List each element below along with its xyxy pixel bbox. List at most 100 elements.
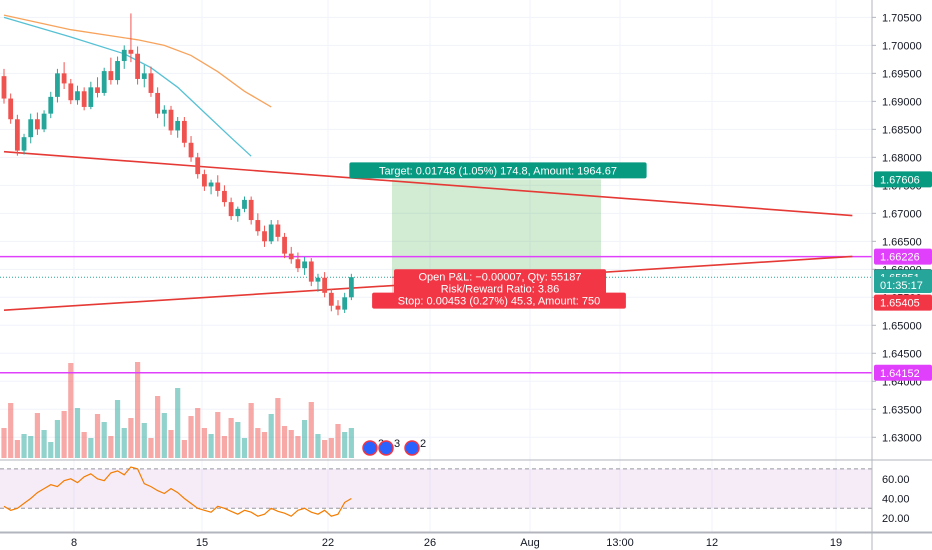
time-tick-label: 15 [196, 537, 208, 549]
candle-body [242, 199, 247, 209]
candle-body [115, 61, 120, 81]
price-tick-label: 1.68000 [882, 152, 922, 164]
candle-body [68, 83, 74, 101]
candle-body [175, 120, 181, 131]
candle-body [288, 253, 294, 260]
volume-bar [54, 420, 61, 458]
volume-bar [21, 434, 27, 458]
price-tag [874, 276, 932, 293]
volume-bar [328, 438, 334, 458]
volume-bar [181, 440, 187, 458]
event-badge-icon [378, 440, 394, 456]
volume-bar [108, 436, 114, 458]
candle-body [295, 259, 301, 269]
target-zone [392, 179, 601, 278]
volume-bar [61, 411, 67, 458]
candle-body [202, 174, 207, 187]
time-tick-label: 22 [322, 537, 334, 549]
drawing-lines[interactable] [0, 150, 872, 374]
event-badge-icon [404, 440, 420, 456]
candle-body [228, 202, 234, 217]
candle-body [41, 113, 47, 130]
volume-bar [48, 442, 54, 458]
candle-body [308, 261, 314, 282]
candle-body [322, 277, 328, 293]
volume-bar [101, 422, 107, 458]
volume-bar [135, 362, 141, 458]
volume-bar [1, 428, 7, 458]
time-tick-label: 19 [830, 537, 842, 549]
price-tick-label: 1.68500 [882, 124, 922, 136]
price-axis[interactable]: 1.70500 1.70000 1.69500 1.69000 1.68500 1.680… [871, 0, 932, 550]
volume-bar [34, 413, 40, 458]
time-tick-label: 8 [71, 537, 77, 549]
candle-body [148, 73, 154, 93]
candle-body [121, 49, 127, 62]
event-badge-count: 2 [420, 438, 426, 450]
volume-bar [74, 408, 81, 458]
time-tick-label: 26 [424, 537, 436, 549]
candle-body [141, 73, 147, 79]
candle-body [1, 76, 7, 99]
candle-body [28, 119, 34, 138]
stop-label: Stop: 0.00453 (0.27%) 45.3, Amount: 750 [372, 292, 626, 309]
volume-bar [241, 438, 248, 458]
price-tick-label: 1.66500 [882, 236, 922, 248]
candle-body [48, 96, 54, 114]
time-tick-label: 12 [706, 537, 718, 549]
volume-bar [28, 436, 34, 458]
stop-label-text: Stop: 0.00453 (0.27%) 45.3, Amount: 750 [398, 296, 600, 308]
volume-bar [302, 420, 308, 458]
pnl-text: Open P&L: −0.00007, Qty: 55187 [419, 271, 582, 283]
candle-body [282, 236, 287, 254]
volume-bar [195, 408, 201, 458]
event-badge-count: 3 [394, 438, 400, 450]
volume-bar [288, 430, 294, 458]
candle-body [188, 142, 194, 158]
candle-body [335, 305, 341, 310]
moving-averages [3, 14, 272, 157]
time-axis[interactable]: 8 15 22 26 Aug 13:00 12 19 [0, 532, 932, 549]
rsi-pane[interactable]: 60.00 40.00 20.00 [0, 459, 932, 533]
candle-body [155, 92, 161, 114]
candle-body [168, 109, 174, 131]
candle-body [108, 71, 114, 81]
volume-bar [281, 426, 288, 458]
indicator-badges[interactable]: 232 [362, 438, 426, 456]
candle-body [315, 277, 321, 282]
candle-body [302, 261, 307, 269]
price-tick-label: 1.67000 [882, 208, 922, 220]
volume-bar [88, 438, 94, 458]
candle-body [268, 224, 274, 242]
volume-bars [1, 362, 354, 458]
price-tick-label: 1.63000 [882, 432, 922, 444]
candle-body [88, 87, 94, 107]
risk-reward-text: Risk/Reward Ratio: 3.86 [441, 283, 560, 295]
time-tick-label: 13:00 [606, 537, 634, 549]
candle-body [248, 199, 254, 221]
position-tool-labels: Target: 0.01748 (1.05%) 174.8, Amount: 1… [349, 162, 647, 309]
trend-line [3, 150, 853, 217]
time-tick-label: Aug [520, 537, 540, 549]
candle-body [181, 120, 187, 143]
volume-bar [295, 436, 301, 458]
price-tag-label: 1.65405 [880, 298, 920, 310]
target-label-text: Target: 0.01748 (1.05%) 174.8, Amount: 1… [379, 165, 617, 177]
pnl-label-box [394, 269, 606, 297]
target-label-box [349, 162, 647, 179]
volume-bar [81, 432, 87, 458]
volume-bar [208, 434, 214, 458]
moving-average [3, 16, 252, 157]
candle-body [255, 220, 261, 232]
volume-bar [14, 440, 20, 458]
volume-bar [188, 416, 194, 458]
volume-bar [121, 428, 127, 458]
candles [1, 13, 354, 316]
price-tag [874, 248, 932, 265]
candle-body [75, 91, 80, 101]
volume-bar [141, 423, 147, 458]
rsi-line [3, 466, 352, 517]
candle-body [222, 190, 227, 203]
price-tick-label: 1.70500 [882, 12, 922, 24]
